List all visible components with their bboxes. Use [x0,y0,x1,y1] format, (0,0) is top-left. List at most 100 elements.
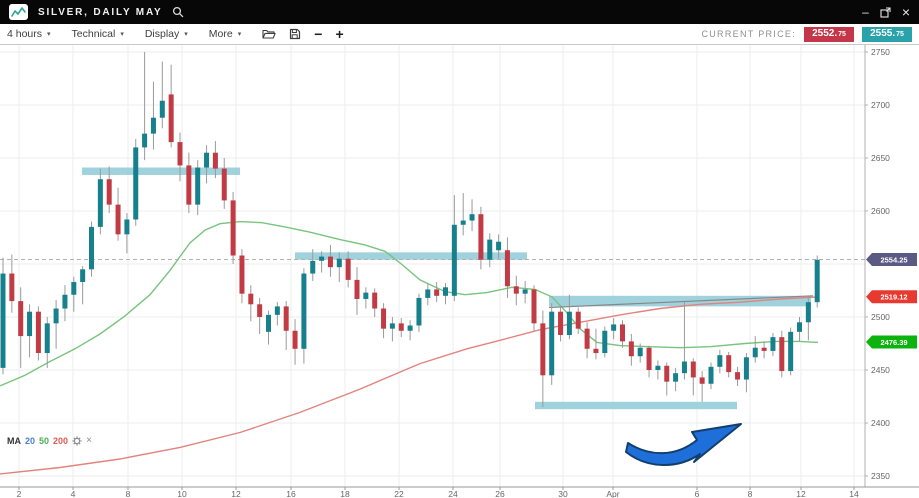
close-button[interactable]: × [901,4,910,20]
candle-bear [372,292,378,309]
y-axis-label: 2700 [871,100,890,110]
candle-bear [699,377,705,384]
candle-bear [283,306,289,331]
candle-bear [9,273,15,302]
candle-bull [310,260,316,274]
more-menu-label: More [208,28,233,40]
chevron-down-icon: ▾ [47,31,51,38]
technical-menu[interactable]: Technical ▾ [72,28,124,40]
candle-bull [752,347,758,358]
candle-bull [708,366,714,384]
ma200-line [0,296,819,475]
x-axis-label: 22 [394,489,404,498]
x-axis-label: 8 [748,489,753,498]
chart-area: 2750 2700 2650 2600 2500 2450 2400 2350 2 4 8 10 12 1… [0,45,919,498]
minimize-button[interactable]: – [862,5,869,19]
candle-bull [266,314,271,332]
candle-bull [53,308,59,324]
timeframe-menu[interactable]: 4 hours ▾ [7,28,51,40]
x-axis-label: 16 [286,489,296,498]
ma-settings-gear-icon[interactable] [72,436,82,446]
candle-bull [611,324,617,331]
candle-bear [575,311,581,329]
candle-bull [673,373,679,382]
candle-bull [416,297,422,326]
price-tag-label: 2519.12 [880,293,907,302]
x-axis-label: 26 [495,489,505,498]
candle-bear [584,328,590,349]
timeframe-menu-label: 4 hours [7,28,43,40]
candle-bear [398,323,404,331]
x-axis-label: 30 [558,489,568,498]
candle-bull [0,273,6,368]
candle-bull [487,239,493,260]
more-menu[interactable]: More ▾ [209,28,241,40]
popout-button[interactable] [880,6,891,18]
candle-bear [18,301,24,337]
x-axis-label: 14 [849,489,859,498]
chart-toolbar: 4 hours ▾ Technical ▾ Display ▾ More ▾ −… [0,24,919,45]
candle-bull [788,331,794,372]
bid-price-main: 2552. [812,27,838,39]
zoom-in-button[interactable]: + [335,26,344,42]
candle-bull [195,167,201,205]
candle-bull [425,289,431,298]
candle-bear [168,94,174,143]
candle-bull [274,306,280,315]
price-tag-label: 2554.25 [880,255,907,264]
annotation-arrow [625,423,742,466]
candle-bear [177,142,183,166]
candle-bull [142,133,148,148]
candle-bear [726,355,732,373]
candle-bear [628,341,634,357]
ma-period-20: 20 [25,436,36,446]
candle-bull [319,256,325,261]
app-logo-icon [9,4,28,20]
open-folder-icon[interactable] [262,28,276,40]
candle-bear [620,324,625,342]
ask-price-badge[interactable]: 2555. 75 [862,26,912,42]
candle-bull [522,289,528,294]
candle-bull [681,361,687,374]
ma-remove-icon[interactable]: × [86,435,92,446]
chevron-down-icon: ▾ [120,31,124,38]
y-axis-label: 2400 [871,418,890,428]
candle-bull [743,357,749,380]
candle-bull [150,117,156,134]
candle-bull [89,226,94,270]
candle-bear [257,304,263,317]
window-titlebar: SILVER, DAILY MAY – × [0,0,919,24]
x-axis-label: Apr [606,489,619,498]
search-icon[interactable] [172,6,184,18]
support-resistance-zone [535,401,737,410]
price-tag [866,335,917,349]
candle-bull [27,311,33,337]
candle-bear [735,372,741,380]
bid-price-badge[interactable]: 2552. 75 [804,26,854,42]
support-resistance-zone [82,167,240,175]
y-axis-label: 2350 [871,471,890,481]
candle-bear [345,258,351,280]
ask-price-main: 2555. [870,27,896,39]
candle-bear [531,289,537,324]
candle-bear [690,361,696,378]
display-menu[interactable]: Display ▾ [145,28,188,40]
candle-bull [124,219,130,235]
chevron-down-icon: ▾ [184,31,188,38]
save-icon[interactable] [289,28,301,40]
x-axis-label: 4 [71,489,76,498]
bid-price-frac: 75 [838,30,846,38]
x-axis-label: 8 [126,489,131,498]
candle-bear [186,165,192,205]
candle-bull [301,273,307,349]
candle-bull [566,311,572,336]
candle-bull [451,224,457,296]
candle-bull [469,214,475,221]
candle-bull [814,259,820,303]
current-price-label: CURRENT PRICE: [701,29,796,39]
chart-title: SILVER, DAILY MAY [38,6,163,18]
candle-bull [159,100,165,118]
candle-bull [389,323,395,329]
zoom-out-button[interactable]: − [314,26,323,42]
